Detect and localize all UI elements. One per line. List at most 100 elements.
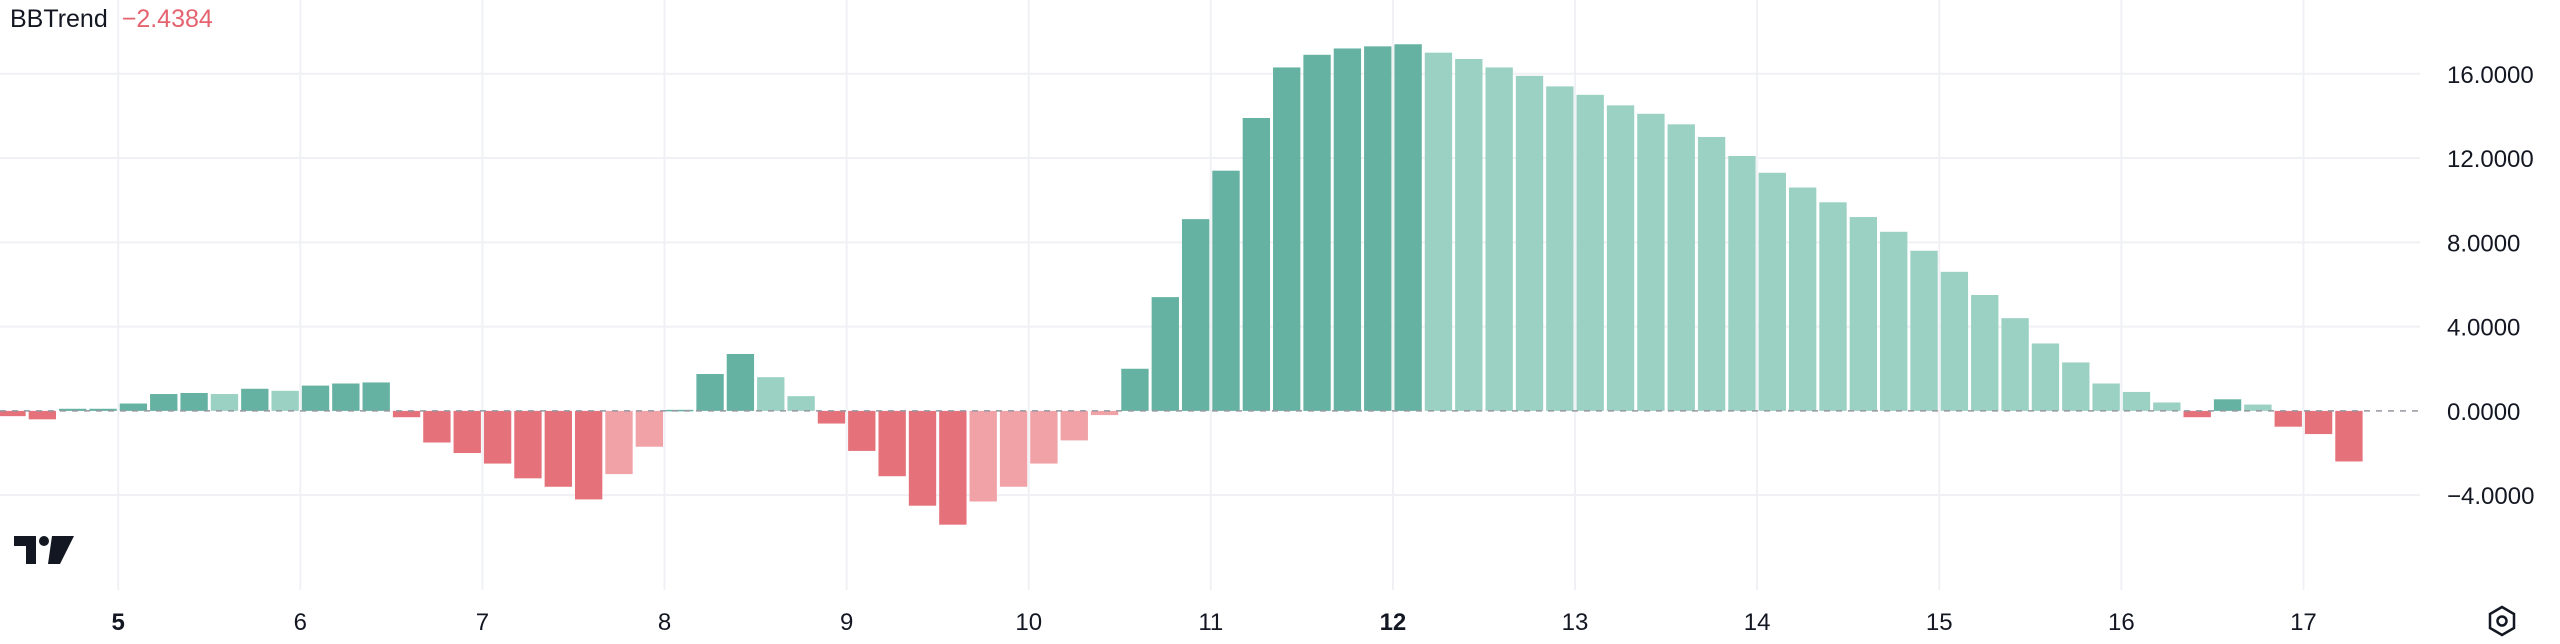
histogram-bar <box>2092 383 2120 411</box>
histogram-bar <box>1424 52 1453 411</box>
histogram-bar <box>2062 362 2090 411</box>
indicator-legend[interactable]: BBTrend −2.4384 <box>10 2 213 36</box>
histogram-bar <box>726 354 755 411</box>
histogram-bar <box>271 390 299 411</box>
x-tick-label: 13 <box>1562 609 1589 636</box>
histogram-bar <box>1090 410 1119 416</box>
x-tick-label: 12 <box>1380 609 1407 636</box>
x-tick-label: 8 <box>658 609 671 636</box>
histogram-bar <box>301 385 330 411</box>
grid-lines <box>0 0 2420 590</box>
histogram-bar <box>1728 155 1756 411</box>
histogram-bar <box>1515 75 1544 411</box>
histogram-bar <box>1394 44 1422 411</box>
histogram-bar <box>2304 410 2333 435</box>
histogram-bar <box>514 410 542 479</box>
histogram-bar <box>1273 67 1301 411</box>
histogram-bar <box>1788 187 1817 411</box>
histogram-bar <box>210 394 239 411</box>
indicator-title: BBTrend <box>10 5 108 33</box>
y-tick-label: −4.0000 <box>2447 483 2534 510</box>
histogram-bar <box>332 383 360 411</box>
histogram-bar <box>362 382 390 411</box>
histogram-bar <box>999 410 1028 487</box>
histogram-bar <box>241 388 269 411</box>
histogram-bar <box>2274 410 2302 427</box>
histogram-bar <box>1546 86 1574 411</box>
y-tick-label: 12.0000 <box>2447 146 2534 173</box>
histogram-bar <box>1910 250 1938 411</box>
histogram-bar <box>635 410 664 447</box>
histogram-bar <box>453 410 481 454</box>
y-axis[interactable]: 16.0000 12.0000 8.0000 4.0000 0.0000 −4.0000 <box>2447 62 2534 510</box>
histogram-bar <box>2213 399 2242 411</box>
histogram-bar <box>89 408 117 411</box>
histogram-bar <box>1971 295 1999 411</box>
histogram-bar <box>1637 113 1665 411</box>
histogram-bar <box>2031 343 2060 411</box>
indicator-current-value: −2.4384 <box>121 5 213 33</box>
histogram-bar <box>2183 410 2211 418</box>
histogram-bar <box>1151 297 1179 411</box>
histogram-bar <box>1364 46 1392 411</box>
histogram-bar <box>1455 59 1483 411</box>
histogram-bar <box>1667 124 1695 411</box>
x-tick-label: 11 <box>1198 609 1223 636</box>
histogram-bar <box>1242 118 1271 411</box>
histogram-bar <box>787 396 815 411</box>
histogram-bar <box>1121 368 1149 411</box>
histogram-bar <box>1940 271 1969 411</box>
histogram-bar <box>2153 402 2181 411</box>
y-tick-label: 4.0000 <box>2447 315 2520 342</box>
histogram-bars <box>0 44 2363 525</box>
x-tick-label: 10 <box>1015 609 1042 636</box>
histogram-bar <box>1181 219 1210 411</box>
x-axis[interactable]: 5 6 7 8 9 10 11 12 13 14 15 16 17 <box>112 609 2317 636</box>
x-tick-label: 7 <box>476 609 489 636</box>
histogram-bar <box>150 394 178 411</box>
x-tick-label: 16 <box>2108 609 2135 636</box>
x-tick-label: 14 <box>1744 609 1771 636</box>
histogram-bar <box>1212 170 1240 411</box>
histogram-bar <box>605 410 633 475</box>
histogram-bar <box>180 392 208 411</box>
histogram-bar <box>1758 172 1786 411</box>
histogram-bar <box>1819 202 1847 411</box>
histogram-bar <box>908 410 937 506</box>
histogram-bar <box>757 377 785 411</box>
settings-icon[interactable] <box>2484 603 2520 644</box>
histogram-bar <box>1606 105 1635 411</box>
histogram-bar <box>1060 410 1088 441</box>
histogram-bar <box>2122 391 2151 411</box>
histogram-bar <box>848 410 876 451</box>
histogram-bar <box>666 409 694 412</box>
tradingview-logo-icon[interactable] <box>14 534 74 571</box>
histogram-bar <box>939 410 967 525</box>
x-tick-label: 5 <box>112 609 125 636</box>
x-tick-label: 17 <box>2290 609 2317 636</box>
histogram-bar <box>544 410 572 487</box>
x-tick-label: 15 <box>1926 609 1953 636</box>
histogram-bar <box>2335 410 2363 462</box>
histogram-bar <box>1880 231 1908 411</box>
histogram-bar <box>1333 48 1362 411</box>
histogram-bar <box>817 410 846 424</box>
histogram-bar <box>2001 318 2029 411</box>
histogram-bar <box>392 410 421 418</box>
histogram-bar <box>2244 404 2272 411</box>
histogram-bar <box>969 410 997 502</box>
histogram-bar <box>1030 410 1058 464</box>
histogram-bar <box>1303 54 1331 411</box>
histogram-bar <box>1485 67 1513 411</box>
histogram-bar <box>0 410 26 417</box>
histogram-bar <box>59 408 87 411</box>
histogram-bar <box>423 410 451 443</box>
histogram-bar <box>878 410 906 477</box>
histogram-bar <box>1576 94 1604 411</box>
histogram-bar <box>1697 136 1726 411</box>
x-tick-label: 9 <box>840 609 853 636</box>
histogram-bar <box>696 374 724 411</box>
histogram-bar <box>28 410 57 420</box>
histogram-bar <box>483 410 512 464</box>
